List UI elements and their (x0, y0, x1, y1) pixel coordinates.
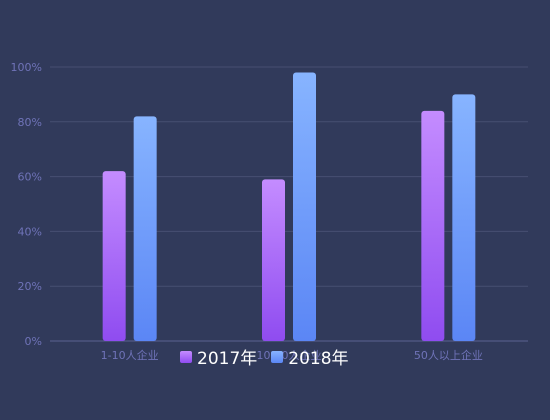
bar (293, 72, 316, 341)
y-tick-label: 100% (11, 61, 42, 74)
y-tick-label: 0% (25, 335, 42, 348)
bar (421, 110, 445, 341)
bar (133, 116, 157, 341)
bar (262, 179, 285, 341)
x-tick-label: 50人以上企业 (414, 348, 483, 362)
y-tick-label: 40% (18, 225, 42, 238)
legend-swatch-2018 (271, 350, 284, 363)
legend-swatch-2017 (180, 350, 192, 363)
x-tick-label: 1-10人企业 (101, 348, 159, 362)
legend-label-2018: 2018年 (288, 349, 349, 369)
bar (452, 94, 476, 342)
legend-item-2018[interactable]: 2018年 (271, 344, 349, 369)
legend: 2017年 2018年 (180, 344, 349, 369)
legend-item-2017[interactable]: 2017年 (180, 344, 257, 369)
bar (102, 171, 126, 341)
y-tick-label: 80% (18, 116, 42, 129)
legend-label-2017: 2017年 (197, 349, 258, 369)
y-tick-label: 20% (18, 280, 42, 293)
y-tick-label: 60% (18, 171, 42, 184)
